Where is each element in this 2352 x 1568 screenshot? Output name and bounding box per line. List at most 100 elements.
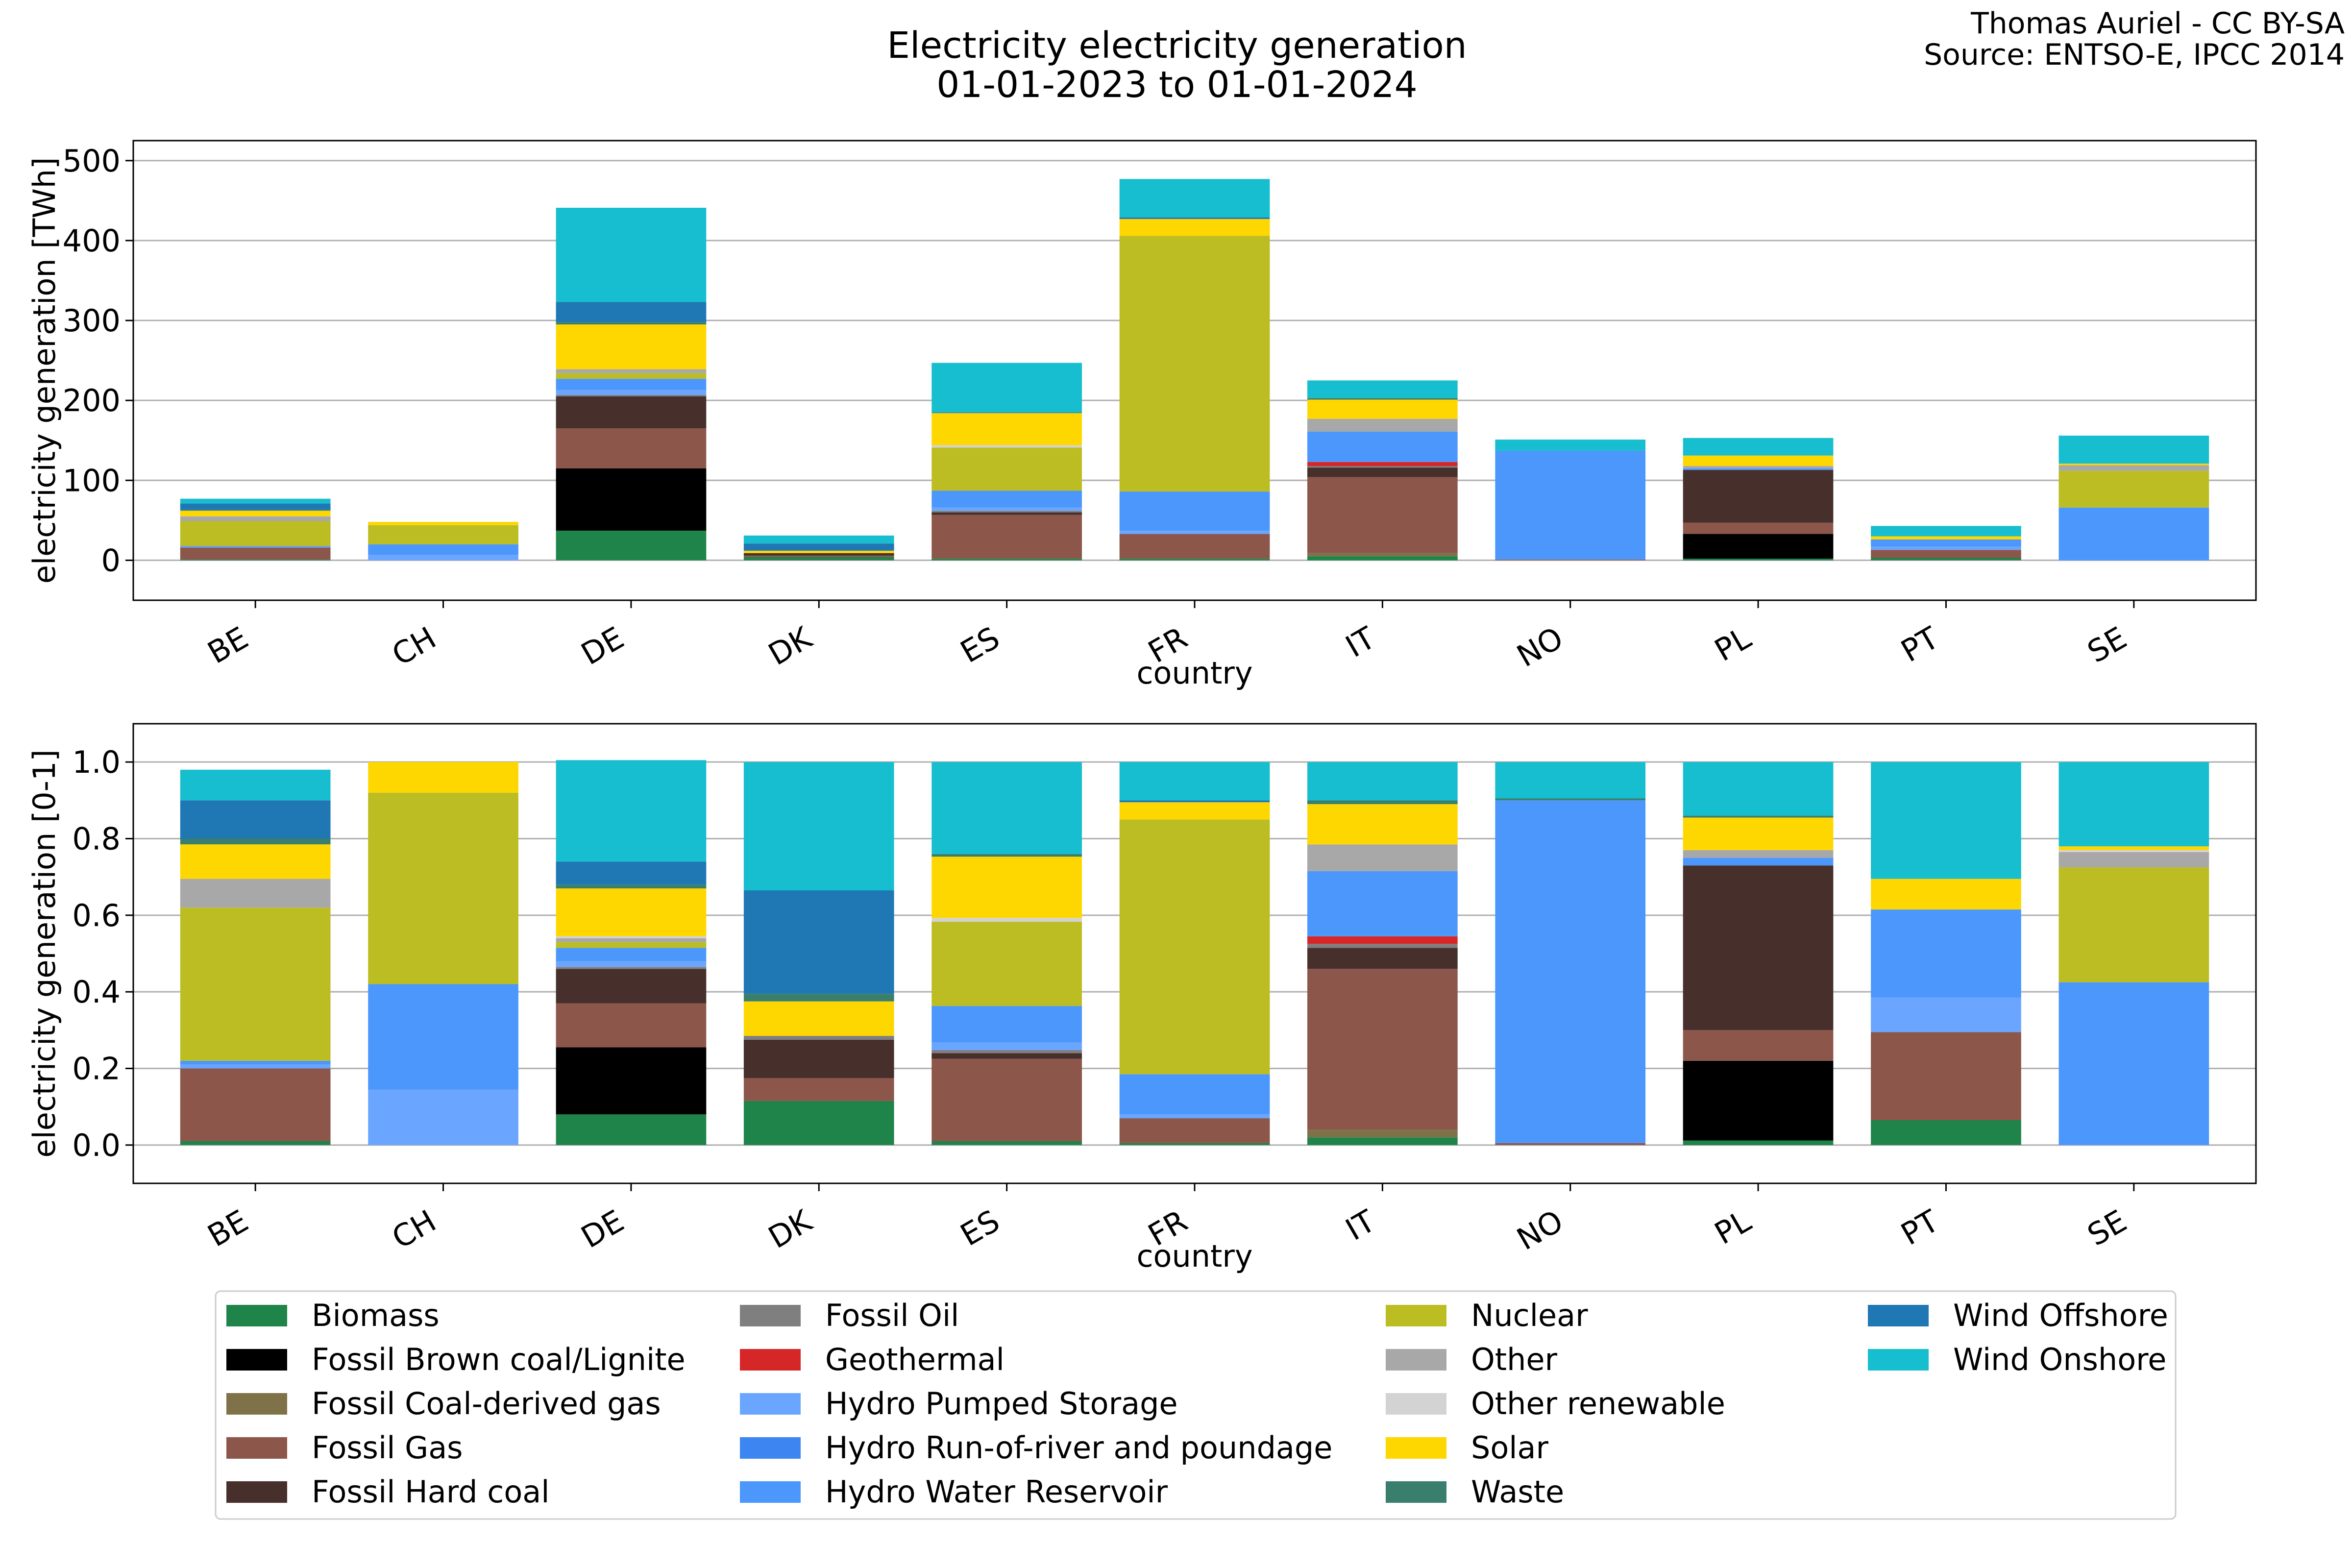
y-tick-label: 0.2: [72, 1051, 121, 1087]
bar-segment-ch-13: [368, 762, 518, 793]
y-tick-label: 400: [63, 223, 121, 259]
bar-segment-de-15: [556, 302, 707, 322]
bar-segment-de-16: [556, 760, 707, 862]
bar-segment-it-3: [1307, 969, 1458, 1130]
bar-segment-it-3: [1307, 477, 1458, 553]
bar-segment-be-13: [180, 511, 331, 516]
bar-segment-de-5: [556, 967, 707, 969]
bar-segment-be-0: [180, 559, 331, 561]
bar-segment-es-12: [931, 918, 1082, 922]
bar-segment-se-11: [2058, 465, 2209, 471]
credit-line2: Source: ENTSO-E, IPCC 2014: [1924, 38, 2345, 72]
bar-segment-no-16: [1495, 440, 1646, 451]
bar-segment-pl-0: [1683, 1140, 1834, 1145]
bar-segment-de-3: [556, 428, 707, 468]
x-axis-label: country: [1136, 655, 1252, 691]
legend-swatch: [226, 1393, 287, 1415]
legend-swatch: [226, 1437, 287, 1459]
bar-segment-be-16: [180, 769, 331, 801]
bar-segment-dk-16: [743, 535, 894, 544]
bar-segment-pl-9: [1683, 858, 1834, 866]
legend-swatch: [1386, 1393, 1446, 1415]
bar-segment-it-2: [1307, 553, 1458, 557]
legend-swatch: [740, 1349, 801, 1371]
legend-swatch: [226, 1305, 287, 1326]
bar-segment-de-4: [556, 396, 707, 429]
legend-swatch: [1386, 1437, 1446, 1459]
bar-segment-pt-9: [1871, 539, 2021, 547]
legend-label: Fossil Oil: [825, 1298, 959, 1333]
bar-segment-de-0: [556, 1114, 707, 1145]
bar-segment-pt-7: [1871, 546, 2021, 550]
bar-segment-be-16: [180, 498, 331, 504]
legend-label: Fossil Coal-derived gas: [312, 1386, 661, 1421]
bar-segment-be-3: [180, 547, 331, 560]
bar-segment-se-9: [2058, 507, 2209, 561]
bar-segment-it-14: [1307, 800, 1458, 805]
bar-segment-be-13: [180, 844, 331, 879]
bar-segment-de-7: [556, 390, 707, 395]
bar-segment-it-0: [1307, 1137, 1458, 1145]
bar-segment-fr-3: [1119, 1118, 1270, 1143]
legend-label: Nuclear: [1471, 1298, 1588, 1333]
bar-segment-de-7: [556, 961, 707, 967]
bar-segment-be-11: [180, 516, 331, 521]
bar-segment-fr-10: [1119, 819, 1270, 1075]
bar-segment-it-14: [1307, 398, 1458, 400]
chart-title-line2: 01-01-2023 to 01-01-2024: [936, 64, 1417, 106]
bar-segment-se-11: [2058, 852, 2209, 868]
legend-swatch: [740, 1393, 801, 1415]
bar-segment-de-3: [556, 1003, 707, 1048]
bar-segment-de-13: [556, 324, 707, 369]
bar-segment-pt-13: [1871, 536, 2021, 539]
bar-segment-no-3: [1495, 1143, 1646, 1145]
bar-segment-ch-9: [368, 984, 518, 1090]
bar-segment-it-5: [1307, 466, 1458, 468]
bar-segment-pt-3: [1871, 550, 2021, 558]
y-tick-label: 0.8: [72, 821, 121, 857]
bar-segment-es-4: [931, 1053, 1082, 1059]
bar-segment-dk-3: [743, 555, 894, 557]
y-tick-label: 500: [63, 143, 121, 179]
bar-segment-de-9: [556, 948, 707, 961]
bar-segment-fr-10: [1119, 236, 1270, 492]
legend-box: [215, 1290, 2177, 1520]
bar-segment-pl-16: [1683, 762, 1834, 816]
legend-label: Fossil Hard coal: [312, 1474, 549, 1510]
y-tick-label: 1.0: [72, 744, 121, 780]
bar-segment-be-0: [180, 1141, 331, 1145]
bar-segment-no-9: [1495, 800, 1646, 1143]
bar-segment-de-5: [556, 394, 707, 397]
bar-segment-pl-16: [1683, 438, 1834, 456]
bar-segment-pl-13: [1683, 817, 1834, 850]
bar-segment-es-10: [931, 922, 1082, 1006]
bar-segment-it-5: [1307, 944, 1458, 948]
bar-segment-es-3: [931, 514, 1082, 559]
bar-segment-es-14: [931, 854, 1082, 857]
bar-segment-pl-4: [1683, 865, 1834, 1030]
bar-segment-pl-9: [1683, 468, 1834, 470]
legend-swatch: [1386, 1349, 1446, 1371]
bar-segment-de-9: [556, 379, 707, 390]
bar-segment-de-10: [556, 373, 707, 379]
legend: Biomass Fossil Brown coal/Lignite Fossil C…: [215, 1290, 2177, 1520]
bar-segment-pt-0: [1871, 558, 2021, 561]
bar-segment-no-3: [1495, 559, 1646, 561]
bar-segment-fr-9: [1119, 491, 1270, 531]
legend-swatch: [740, 1481, 801, 1503]
bar-segment-be-15: [180, 503, 331, 510]
bar-segment-pl-1: [1683, 534, 1834, 559]
bar-segment-it-11: [1307, 844, 1458, 871]
bar-segment-es-0: [931, 559, 1082, 561]
bar-segment-it-13: [1307, 399, 1458, 419]
y-tick-label: 0.0: [72, 1127, 121, 1163]
bar-segment-dk-0: [743, 557, 894, 561]
bar-segment-de-11: [556, 938, 707, 942]
bar-segment-ch-10: [368, 525, 518, 544]
bar-segment-fr-7: [1119, 1114, 1270, 1119]
bar-segment-fr-0: [1119, 559, 1270, 561]
bar-segment-pl-3: [1683, 1030, 1834, 1061]
bar-segment-pt-13: [1871, 879, 2021, 910]
legend-label: Fossil Brown coal/Lignite: [312, 1342, 686, 1377]
bar-segment-pt-9: [1871, 909, 2021, 998]
